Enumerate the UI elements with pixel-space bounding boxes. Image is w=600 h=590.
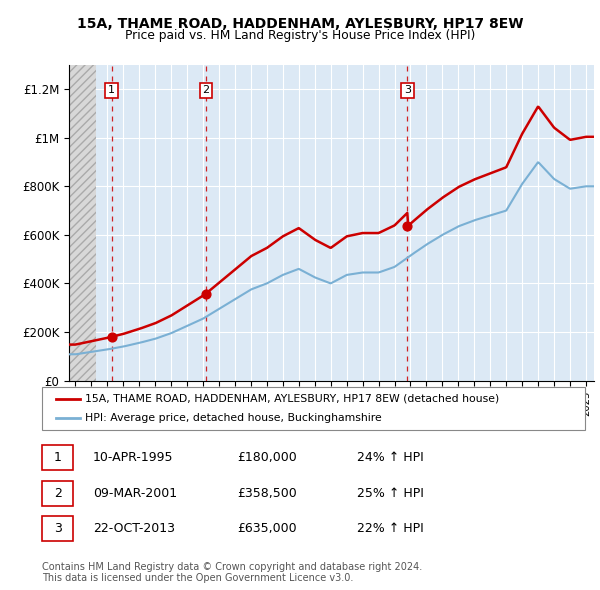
Text: 1: 1 (108, 86, 115, 96)
Text: 3: 3 (53, 522, 62, 535)
Text: Contains HM Land Registry data © Crown copyright and database right 2024.
This d: Contains HM Land Registry data © Crown c… (42, 562, 422, 584)
Text: 15A, THAME ROAD, HADDENHAM, AYLESBURY, HP17 8EW (detached house): 15A, THAME ROAD, HADDENHAM, AYLESBURY, H… (85, 394, 500, 404)
FancyBboxPatch shape (42, 387, 585, 430)
Text: £180,000: £180,000 (237, 451, 297, 464)
Text: 22-OCT-2013: 22-OCT-2013 (93, 522, 175, 535)
Point (201, 289, 211, 298)
Point (107, 332, 116, 342)
Text: 1: 1 (53, 451, 62, 464)
Text: HPI: Average price, detached house, Buckinghamshire: HPI: Average price, detached house, Buck… (85, 413, 382, 423)
Text: 2: 2 (203, 86, 209, 96)
Text: Price paid vs. HM Land Registry's House Price Index (HPI): Price paid vs. HM Land Registry's House … (125, 30, 475, 42)
Text: 2: 2 (53, 487, 62, 500)
Text: 22% ↑ HPI: 22% ↑ HPI (357, 522, 424, 535)
Text: 25% ↑ HPI: 25% ↑ HPI (357, 487, 424, 500)
Text: £358,500: £358,500 (237, 487, 297, 500)
Text: 10-APR-1995: 10-APR-1995 (93, 451, 173, 464)
Bar (69, 65, 96, 381)
Text: 09-MAR-2001: 09-MAR-2001 (93, 487, 177, 500)
Text: £635,000: £635,000 (237, 522, 296, 535)
Text: 24% ↑ HPI: 24% ↑ HPI (357, 451, 424, 464)
Text: 3: 3 (404, 86, 411, 96)
Point (403, 222, 412, 231)
Text: 15A, THAME ROAD, HADDENHAM, AYLESBURY, HP17 8EW: 15A, THAME ROAD, HADDENHAM, AYLESBURY, H… (77, 17, 523, 31)
